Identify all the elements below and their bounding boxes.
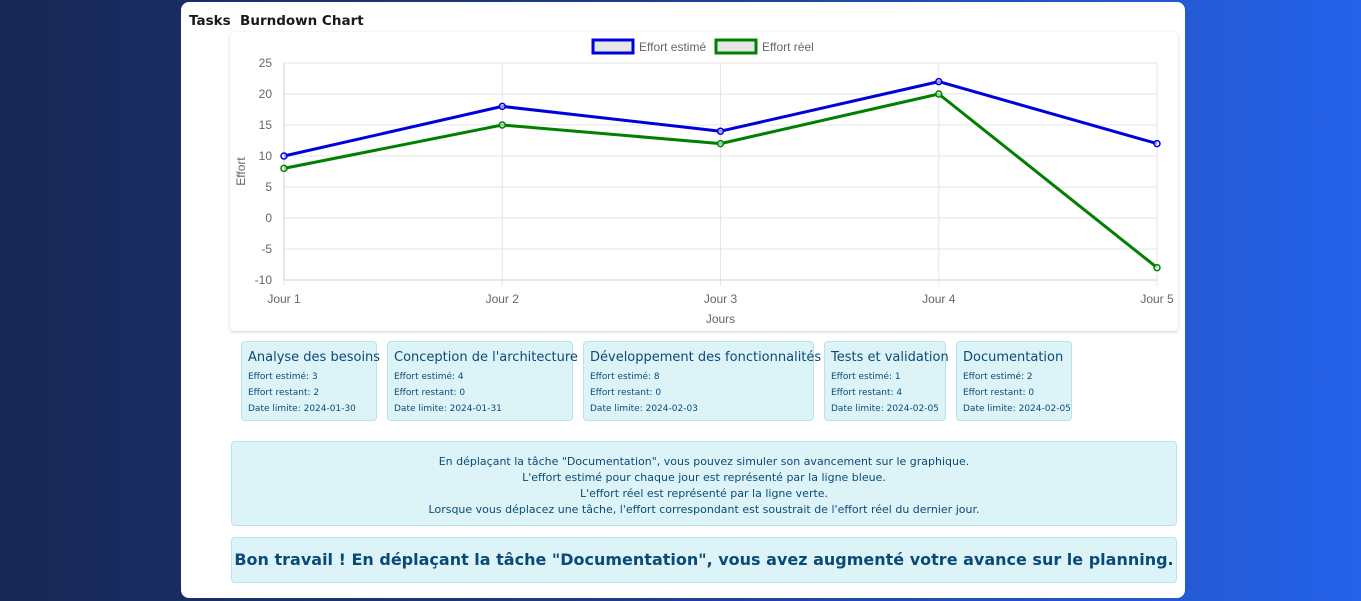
task-estimated: Effort estimé: 3 (248, 372, 318, 382)
x-axis-title: Jours (706, 312, 735, 326)
success-message: Bon travail ! En déplaçant la tâche "Doc… (231, 537, 1177, 583)
task-remaining: Effort restant: 0 (963, 388, 1035, 398)
data-point (935, 77, 943, 86)
task-remaining: Effort restant: 0 (590, 388, 662, 398)
data-point (935, 90, 943, 98)
task-remaining: Effort restant: 0 (394, 388, 466, 398)
x-tick-label: Jour 2 (486, 292, 520, 306)
task-deadline: Date limite: 2024-02-03 (590, 404, 698, 414)
y-tick-label: 25 (259, 56, 273, 70)
y-tick-label: 5 (265, 180, 272, 194)
y-tick-label: -10 (255, 273, 273, 287)
task-estimated: Effort estimé: 2 (963, 372, 1033, 382)
data-point (280, 164, 288, 173)
task-card-documentation[interactable]: Documentation Effort estimé: 2 Effort re… (956, 341, 1072, 421)
task-card-tests[interactable]: Tests et validation Effort estimé: 1 Eff… (824, 341, 949, 421)
task-title: Conception de l'architecture (394, 350, 578, 365)
task-title: Développement des fonctionnalités (590, 350, 822, 365)
task-title: Documentation (963, 350, 1064, 365)
legend-swatch (714, 38, 758, 55)
data-point (498, 102, 506, 111)
y-axis-title: Effort (234, 157, 248, 186)
y-tick-label: 0 (265, 211, 272, 225)
burndown-chart: 25 20 15 10 5 0 -5 -10 Jour 1 Jour 2 Jour 3 Jour 4 J… (230, 32, 1178, 331)
y-tick-label: 10 (259, 149, 273, 163)
data-point (716, 139, 725, 148)
task-title: Analyse des besoins (248, 350, 381, 365)
info-box: En déplaçant la tâche "Documentation", v… (231, 441, 1177, 526)
y-tick-label: 20 (259, 87, 273, 101)
data-point (498, 121, 506, 129)
task-remaining: Effort restant: 4 (831, 388, 903, 398)
chart-svg: 25 20 15 10 5 0 -5 -10 Jour 1 Jour 2 Jour 3 Jour 4 J… (234, 38, 1174, 326)
task-card-analyse[interactable]: Analyse des besoins Effort estimé: 3 Eff… (241, 341, 381, 421)
task-remaining: Effort restant: 2 (248, 388, 320, 398)
y-tick-label: 15 (259, 118, 273, 132)
x-tick-label: Jour 1 (267, 292, 301, 306)
page-title-text: Burndown Chart (240, 13, 364, 29)
data-point (716, 127, 725, 135)
task-deadline: Date limite: 2024-01-30 (248, 404, 356, 414)
y-tick-label: -5 (261, 242, 272, 256)
data-point (1153, 263, 1161, 272)
legend-label: Effort réel (762, 40, 814, 54)
task-deadline: Date limite: 2024-02-05 (831, 404, 939, 414)
task-estimated: Effort estimé: 8 (590, 372, 660, 382)
task-card-conception[interactable]: Conception de l'architecture Effort esti… (387, 341, 578, 421)
data-point (280, 152, 288, 160)
task-estimated: Effort estimé: 1 (831, 372, 901, 382)
legend-swatch (591, 38, 635, 55)
page-title: Tasks Burndown Chart (189, 13, 364, 29)
task-deadline: Date limite: 2024-01-31 (394, 404, 502, 414)
info-line: Lorsque vous déplacez une tâche, l'effor… (428, 503, 980, 516)
data-point (1153, 139, 1161, 148)
info-line: L'effort réel est représenté par la lign… (579, 487, 829, 500)
x-tick-label: Jour 5 (1140, 292, 1174, 306)
task-title: Tests et validation (831, 350, 949, 365)
task-deadline: Date limite: 2024-02-05 (963, 404, 1071, 414)
main-card: Tasks Burndown Chart 25 20 15 10 5 0 -5 -10 Jour… (181, 2, 1185, 598)
page-title-prefix: Tasks (189, 13, 231, 29)
task-card-developpement[interactable]: Développement des fonctionnalités Effort… (583, 341, 822, 421)
info-line: En déplaçant la tâche "Documentation", v… (438, 455, 970, 468)
x-tick-label: Jour 3 (704, 292, 738, 306)
task-estimated: Effort estimé: 4 (394, 372, 464, 382)
legend-label: Effort estimé (639, 40, 706, 54)
x-tick-label: Jour 4 (922, 292, 956, 306)
info-line: L'effort estimé pour chaque jour est rep… (522, 471, 886, 484)
